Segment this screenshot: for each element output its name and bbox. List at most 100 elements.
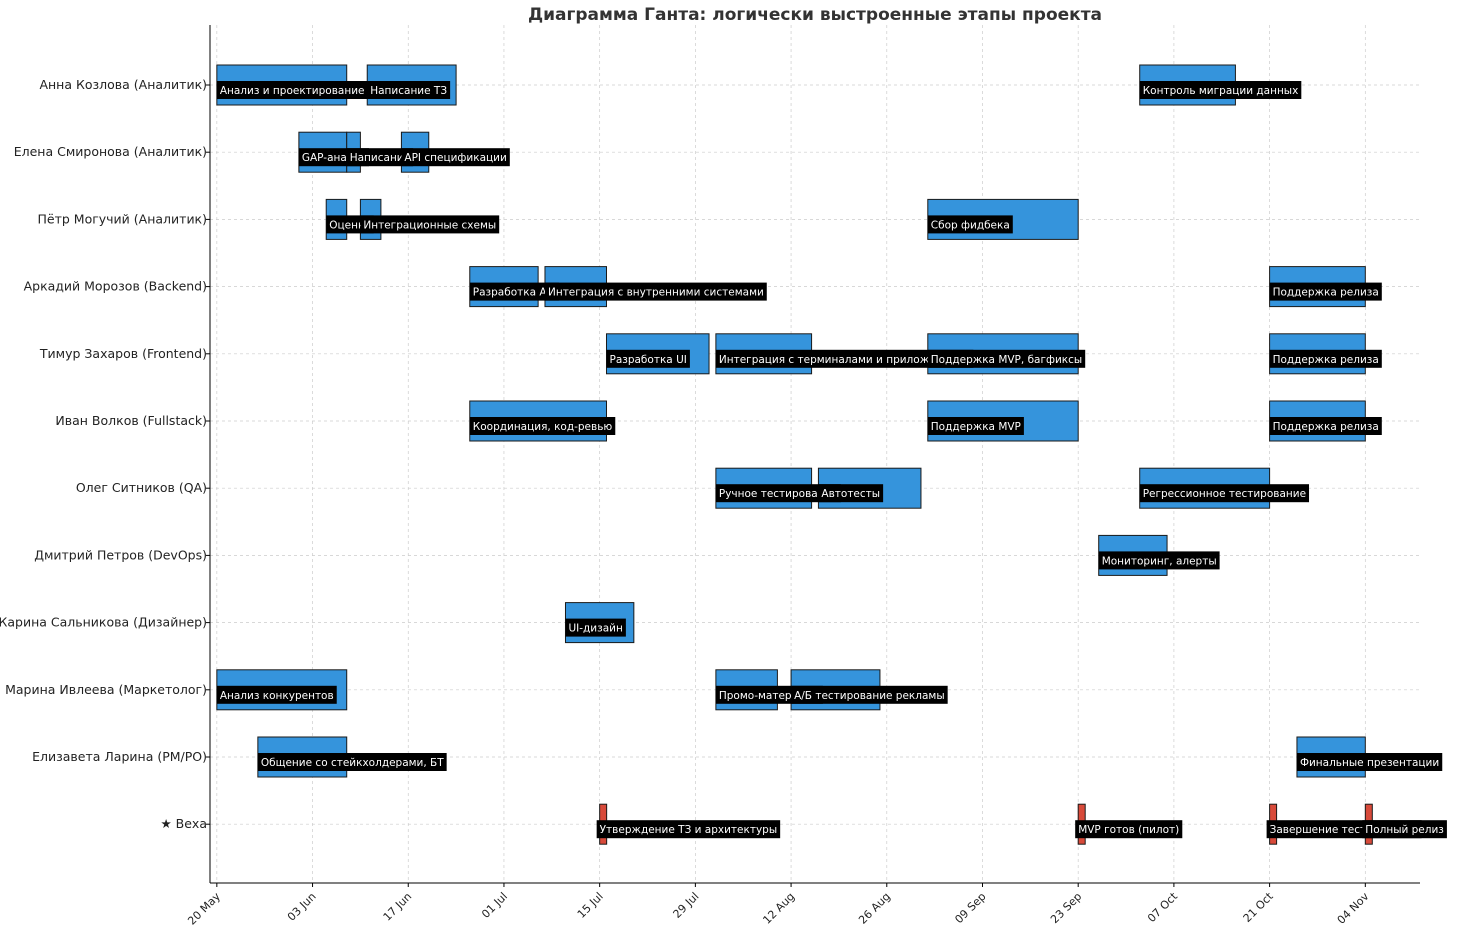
bar-label-text: Анализ конкурентов: [220, 690, 334, 702]
bar-label-bg: [1362, 820, 1447, 839]
bar-label-text: Поддержка релиза: [1273, 287, 1379, 299]
bar-label-text: Утверждение ТЗ и архитектуры: [600, 824, 777, 836]
x-tick-label: 17 Jun: [381, 890, 415, 924]
row-label: Аркадий Морозов (Backend): [24, 279, 207, 294]
bar-label-text: Финальные презентации: [1300, 757, 1439, 769]
bar-label-text: Сбор фидбека: [931, 219, 1010, 231]
axes: [209, 25, 1420, 884]
bar-label-text: UI-дизайн: [568, 623, 622, 635]
row-label: Тимур Захаров (Frontend): [39, 346, 207, 361]
bar-label-bg: [360, 215, 500, 234]
bar-label: Поддержка релиза: [1269, 417, 1382, 435]
x-tick-label: 09 Sep: [952, 890, 988, 926]
x-tick-label: 01 Jul: [479, 890, 510, 921]
bar-label: Написание ТЗ: [367, 81, 451, 99]
bar-label-text: Разработка API: [473, 287, 556, 299]
task-bars: [216, 64, 1373, 845]
bar-label-bg: [346, 148, 414, 167]
bar-label-text: API спецификации: [404, 152, 506, 164]
bar-label: Написание: [346, 148, 414, 167]
bar-label-text: Поддержка релиза: [1273, 354, 1379, 366]
bar-label-text: Полный релиз: [1365, 824, 1444, 836]
x-tick-label: 29 Jul: [671, 890, 702, 921]
bar-label: Поддержка MVP, багфиксы: [927, 349, 1086, 368]
bar-label-bg: [1296, 753, 1443, 771]
bar-label-bg: [216, 685, 337, 704]
bar-label-bg: [1269, 349, 1382, 368]
bar-label-bg: [1269, 282, 1382, 301]
bar-label: Поддержка релиза: [1269, 349, 1382, 368]
bar-label-bg: [565, 618, 626, 637]
bar-label-text: Контроль миграции данных: [1143, 85, 1299, 97]
x-tick-label: 23 Sep: [1048, 890, 1084, 926]
bar-label: Контроль миграции данных: [1139, 81, 1302, 99]
bar-label-bg: [927, 417, 1024, 435]
bar-label-text: Написание ТЗ: [370, 85, 447, 97]
bar-label-text: Разработка UI: [609, 354, 686, 366]
bar-label-text: Поддержка MVP, багфиксы: [931, 354, 1082, 366]
task-labels: Анализ и проектирование Написание ТЗ Контр…: [216, 81, 1447, 839]
bar-label-text: Мониторинг, алерты: [1102, 555, 1217, 567]
bar-label-bg: [469, 417, 616, 435]
bar-label: Регрессионное тестирование: [1139, 484, 1310, 503]
bar-label-text: Регрессионное тестирование: [1143, 488, 1306, 500]
bar-label: Координация, код-ревью: [469, 417, 616, 435]
x-tick-label: 15 Jul: [575, 890, 606, 921]
bar-label: Интеграция с терминалами и приложениями: [715, 349, 974, 368]
bar-label-bg: [544, 282, 767, 301]
bar-label: Разработка API: [469, 282, 559, 301]
row-labels: Анна Козлова (Аналитик) Елена Смиронова (…: [0, 77, 210, 831]
bar-label-text: Автотесты: [821, 488, 880, 500]
bar-label-text: Интеграционные схемы: [363, 219, 496, 231]
bar-label: Финальные презентации: [1296, 753, 1443, 771]
bar-label: Интеграция с внутренними системами: [544, 282, 767, 301]
bar-label: Сбор фидбека: [927, 215, 1013, 234]
bar-label-bg: [606, 349, 690, 368]
bar-label-bg: [1098, 551, 1220, 570]
bar-label: MVP готов (пилот): [1075, 820, 1183, 839]
bar-label-bg: [1269, 417, 1382, 435]
x-tick-label: 12 Aug: [760, 890, 797, 927]
bar-label: Ручное тестирование: [715, 484, 841, 503]
bar-label: Автотесты: [818, 484, 884, 503]
row-label: Елизавета Ларина (PM/PO): [32, 749, 207, 764]
bar-label: Интеграционные схемы: [360, 215, 500, 234]
x-tick-label: 03 Jun: [285, 890, 319, 924]
bar-label-text: Ручное тестирование: [719, 488, 838, 500]
x-tick-label: 26 Aug: [856, 890, 893, 927]
row-label: Елена Смиронова (Аналитик): [14, 144, 207, 159]
row-label: Анна Козлова (Аналитик): [39, 77, 207, 92]
bar-label-text: Оценка: [329, 219, 371, 231]
bar-label-bg: [1075, 820, 1183, 839]
bar-label-text: MVP готов (пилот): [1078, 824, 1179, 836]
bar-label-bg: [257, 753, 447, 771]
bar-label: Поддержка релиза: [1269, 282, 1382, 301]
bar-label-text: Поддержка релиза: [1273, 421, 1379, 433]
bar-label-text: Анализ и проектирование: [220, 85, 365, 97]
bar-label-text: Поддержка MVP: [931, 421, 1021, 433]
row-label: ★ Веха: [160, 816, 207, 831]
x-tick-label: 07 Oct: [1145, 889, 1180, 924]
row-label: Пётр Могучий (Аналитик): [38, 211, 208, 226]
row-label: Дмитрий Петров (DevOps): [34, 547, 207, 562]
row-label: Иван Волков (Fullstack): [55, 413, 207, 428]
row-label: Марина Ивлеева (Маркетолог): [5, 682, 207, 697]
bar-label-bg: [715, 484, 841, 503]
x-tick-label: 04 Nov: [1335, 890, 1372, 927]
bar-label-bg: [469, 282, 559, 301]
bar-label: UI-дизайн: [565, 618, 626, 637]
bar-label: Поддержка MVP: [927, 417, 1024, 435]
x-tick-label: 21 Oct: [1241, 889, 1276, 924]
bar-label-text: Общение со стейкхолдерами, БТ: [261, 757, 444, 769]
bar-label-bg: [818, 484, 884, 503]
bar-label-text: Координация, код-ревью: [473, 421, 613, 433]
bar-label-bg: [1139, 484, 1310, 503]
bar-label-bg: [927, 349, 1086, 368]
bar-label-bg: [715, 349, 974, 368]
chart-title: Диаграмма Ганта: логически выстроенные э…: [528, 5, 1102, 25]
x-tick-label: 20 May: [185, 890, 223, 928]
row-label: Олег Ситников (QA): [76, 480, 207, 495]
bar-label: API спецификации: [401, 148, 510, 167]
bar-label: Общение со стейкхолдерами, БТ: [257, 753, 447, 771]
bar-label: Полный релиз: [1362, 820, 1447, 839]
